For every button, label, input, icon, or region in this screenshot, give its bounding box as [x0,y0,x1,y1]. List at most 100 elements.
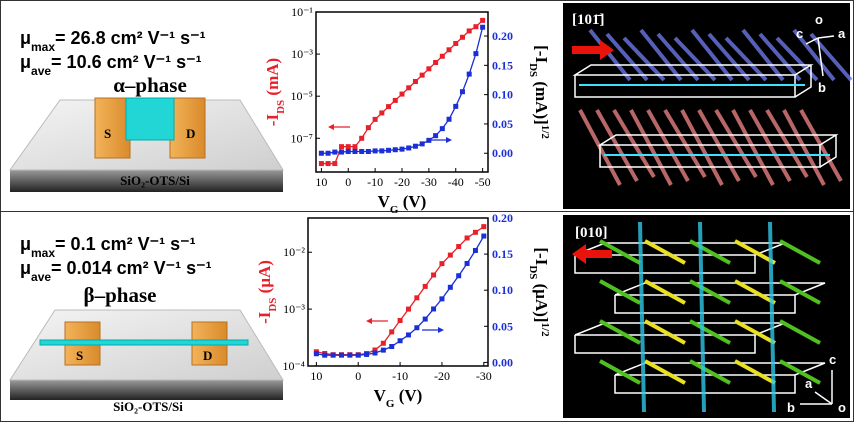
marker [380,347,386,353]
x-tick-label: -30 [476,369,492,383]
chart: 10 0 -10 -20 -30 10⁻² 10⁻³ 10⁻⁴ 0.00 0.05 0.10 0.15… [255,211,551,410]
marker [419,141,425,147]
molecule [765,108,809,179]
marker [389,344,395,350]
molecule [782,109,826,186]
marker [422,283,428,289]
value: = 0.1 cm² V⁻¹ s⁻¹ [55,234,196,254]
value: = 10.6 cm² V⁻¹ s⁻¹ [51,52,202,72]
molecule [673,36,717,82]
molecule [622,36,666,82]
label-part: DS [267,298,279,312]
label-part: -I [255,311,274,324]
marker [446,47,452,53]
marker [345,148,351,154]
subscript: ave [31,64,51,78]
y-tick-label: 10⁻⁷ [290,131,313,145]
marker [386,104,392,110]
marker [456,273,462,279]
mobility-max: μmax= 0.1 cm² V⁻¹ s⁻¹ [20,234,196,260]
marker [464,235,470,241]
marker [431,272,437,278]
molecule [734,359,776,385]
molecule [599,359,641,385]
y2-tick-label: 0.15 [492,58,513,72]
marker [459,34,465,40]
axis-label: b [787,400,795,415]
label-part: (V) [398,192,426,211]
marker [365,125,371,131]
molecule [689,279,731,305]
y2-tick-label: 0.05 [492,319,513,333]
label-part: G [390,204,399,216]
device-schematic [9,309,284,400]
molecule [741,28,785,82]
label-part: 1/2 [539,125,551,140]
mu: μ [20,234,31,254]
stack [698,221,706,413]
axis-label: a [805,376,813,391]
marker [473,24,479,30]
marker [352,148,358,154]
axis-glyph [805,35,835,77]
axis-label: o [815,12,823,27]
marker [453,40,459,46]
marker [459,89,465,95]
marker [325,150,331,156]
marker [472,247,478,253]
x-tick-label: 10 [310,369,322,383]
label-part: [-I [532,45,551,63]
y2-axis-label: [-IDS (μA)]1/2 [527,247,551,337]
axis-label: c [829,352,836,367]
molecule [809,32,853,82]
label-part: -I [263,114,282,127]
y2-tick-label: 0.05 [492,117,513,131]
x-axis-label: VG (V) [374,386,423,410]
marker [359,148,365,154]
y-axis-label: -IDS (mA) [263,58,287,126]
marker [359,135,365,141]
molecule [599,279,641,305]
molecule [707,32,751,82]
marker [392,147,398,153]
unit-cell [614,282,826,314]
x-tick-label: 10 [315,175,327,189]
molecule [714,108,758,179]
mobility-ave: μave= 0.014 cm² V⁻¹ s⁻¹ [20,258,212,284]
direction-arrow [572,244,612,264]
value: = 26.8 cm² V⁻¹ s⁻¹ [55,28,206,48]
molecule [689,319,731,345]
marker [439,126,445,132]
marker [453,103,459,109]
mobility-max: μmax= 26.8 cm² V⁻¹ s⁻¹ [20,28,206,54]
stack [768,221,776,413]
molecule [690,28,734,82]
drain-label: D [203,348,212,363]
marker [426,137,432,143]
molecule [680,109,724,186]
x-tick-label: -40 [448,175,464,189]
subscript: max [31,246,55,260]
marker [372,350,378,356]
marker [372,116,378,122]
marker [422,316,428,322]
molecule [644,319,686,345]
x-axis-label: VG (V) [378,192,427,216]
y-axis-label: -IDS (μA) [255,260,279,324]
x-tick-label: -20 [434,369,450,383]
molecule [588,28,632,82]
marker [338,352,344,358]
marker [372,347,378,353]
marker [464,260,470,266]
molecule [663,108,707,179]
label-part: (mA) [263,58,282,100]
molecule [779,319,821,345]
mobility-ave: μave= 10.6 cm² V⁻¹ s⁻¹ [20,52,202,78]
marker [439,53,445,59]
crystal-image [563,3,850,209]
molecule [734,279,776,305]
y-tick-label: 10⁻² [283,245,305,259]
marker [466,71,472,77]
y2-tick-label: 0.15 [492,247,513,261]
